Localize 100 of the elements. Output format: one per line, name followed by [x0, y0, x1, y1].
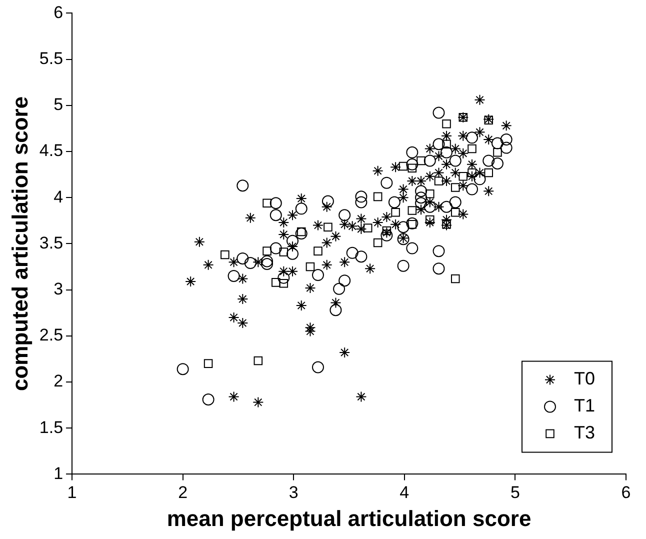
point [286, 234, 299, 247]
point [484, 116, 494, 125]
x-tick-label: 4 [400, 483, 410, 502]
point [408, 164, 417, 172]
point [279, 278, 288, 288]
point [442, 140, 451, 149]
point [415, 192, 428, 204]
point [440, 146, 453, 158]
point [466, 132, 478, 144]
point [236, 252, 249, 264]
point [474, 173, 486, 186]
point [408, 206, 417, 215]
point [295, 228, 308, 240]
y-tick-label: 5.5 [39, 48, 64, 68]
x-tick-label: 2 [178, 483, 188, 502]
point [355, 196, 368, 208]
point [270, 242, 282, 254]
point [482, 154, 495, 167]
point [314, 246, 322, 256]
point [424, 154, 436, 167]
point [397, 260, 410, 272]
point [398, 162, 408, 171]
point [432, 245, 445, 258]
point [272, 278, 280, 287]
point [324, 222, 332, 232]
point [306, 262, 315, 272]
legend-label: T0 [574, 368, 596, 389]
point [254, 356, 263, 366]
y-tick-label: 1 [54, 464, 64, 483]
point [468, 168, 476, 178]
point [432, 138, 445, 150]
x-axis-title: mean perceptual articulation score [166, 506, 532, 531]
point [236, 180, 249, 192]
point [458, 172, 468, 181]
point [468, 144, 476, 154]
point [296, 227, 306, 236]
point [204, 359, 213, 368]
point [449, 196, 462, 208]
point [380, 229, 393, 242]
point [432, 262, 445, 275]
point [415, 185, 428, 198]
point [279, 248, 288, 256]
point [432, 106, 445, 119]
y-tick-label: 3 [54, 279, 64, 298]
point [295, 202, 308, 215]
point [426, 190, 434, 198]
point [450, 274, 460, 284]
x-tick-label: 3 [288, 483, 298, 502]
point [408, 220, 417, 229]
x-tick-label: 6 [621, 483, 631, 502]
point [397, 221, 410, 234]
y-tick-label: 4.5 [39, 141, 64, 160]
point [330, 304, 342, 316]
point [500, 142, 512, 154]
point [270, 197, 282, 210]
y-tick-label: 4 [54, 187, 64, 206]
point [322, 195, 334, 208]
point [391, 208, 400, 217]
y-tick-label: 1.5 [39, 418, 64, 437]
point [500, 134, 512, 146]
point [363, 224, 372, 232]
point [220, 250, 230, 260]
point [450, 183, 460, 192]
point [338, 209, 351, 222]
y-tick-label: 2 [54, 372, 64, 391]
point [406, 242, 418, 254]
legend-label: T3 [574, 422, 596, 443]
point [406, 146, 418, 158]
point [261, 258, 274, 270]
point [491, 137, 504, 150]
point [382, 226, 392, 236]
point [406, 158, 418, 170]
point [415, 197, 428, 210]
point [466, 183, 478, 196]
point [424, 200, 436, 213]
point [262, 198, 272, 208]
point [397, 233, 410, 246]
point [355, 250, 368, 263]
point [373, 238, 382, 248]
point [176, 363, 189, 376]
x-tick-label: 1 [67, 483, 77, 502]
point [312, 361, 324, 374]
y-tick-label: 6 [54, 2, 64, 22]
point [261, 255, 274, 268]
point [262, 246, 272, 256]
point [449, 154, 462, 167]
point [270, 209, 282, 222]
point [202, 394, 214, 406]
y-tick-label: 5 [54, 95, 64, 114]
y-tick-label: 2.5 [39, 326, 64, 345]
y-tick-label: 3.5 [39, 233, 64, 252]
point [373, 192, 382, 202]
point [484, 168, 494, 178]
point [333, 282, 346, 295]
point [228, 270, 240, 282]
point [338, 274, 351, 287]
point [355, 190, 368, 203]
point [406, 217, 418, 230]
point [426, 215, 434, 224]
legend-label: T1 [574, 396, 596, 416]
